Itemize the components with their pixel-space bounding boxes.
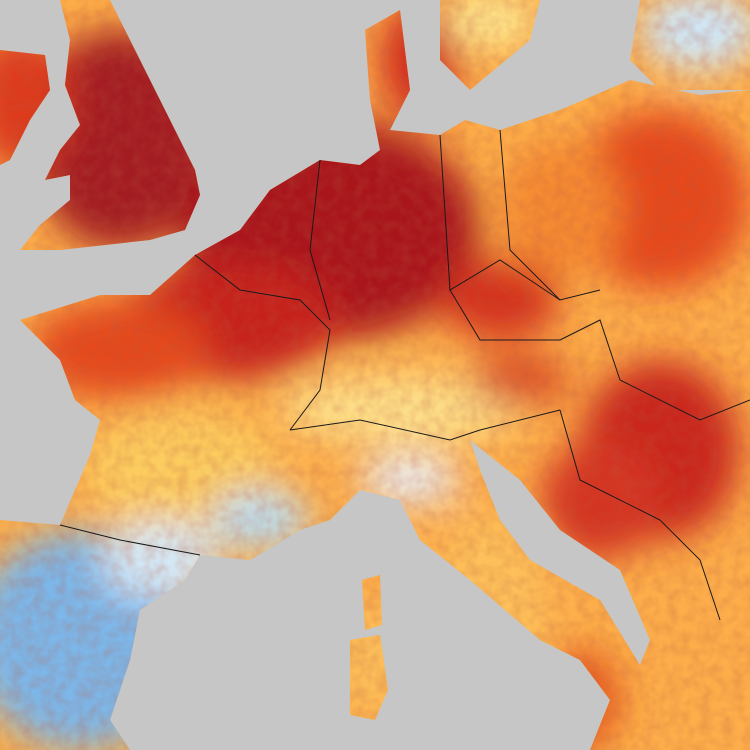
borders	[59, 129, 750, 621]
adriatic-sea	[470, 440, 650, 665]
